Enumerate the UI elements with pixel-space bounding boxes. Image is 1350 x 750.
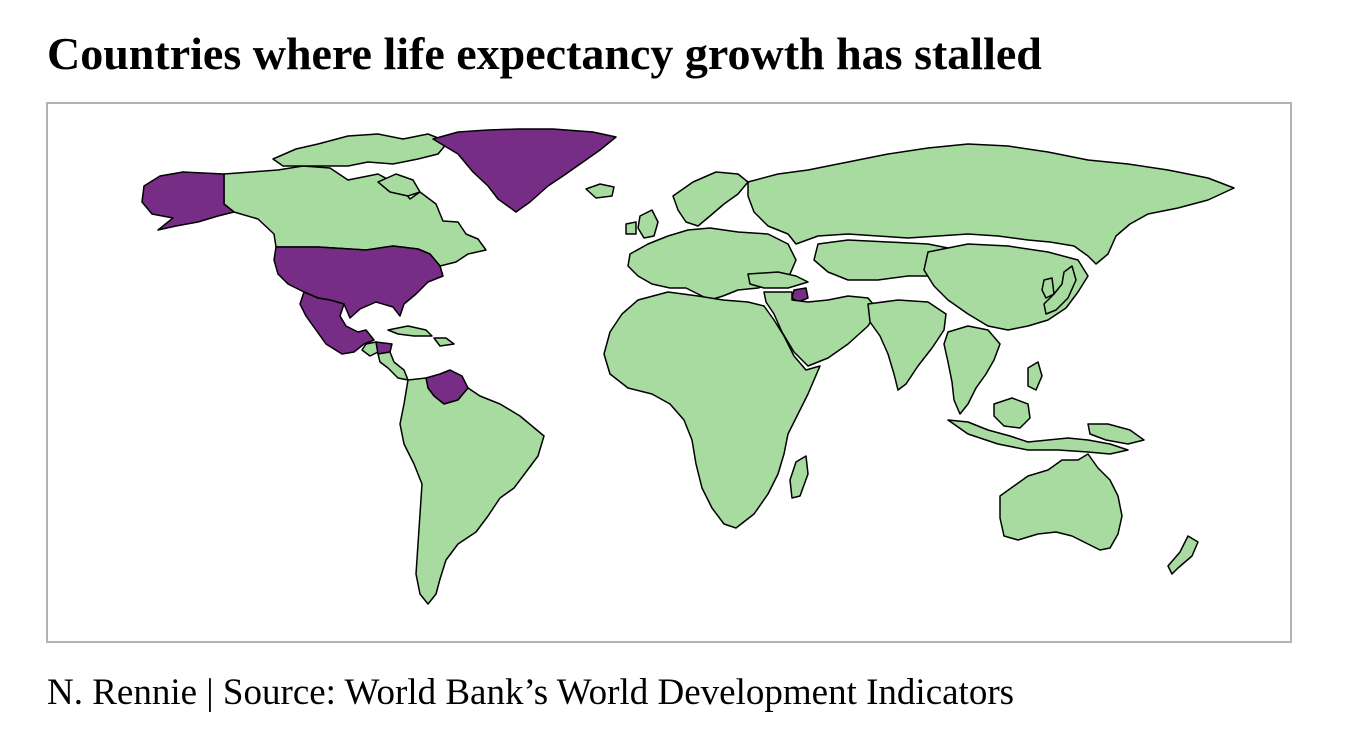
country-madagascar [789, 455, 809, 499]
country-mexico [299, 291, 375, 355]
country-turkey [747, 271, 809, 289]
country-middle-east [763, 291, 879, 367]
country-iceland [585, 183, 615, 199]
country-indonesia [947, 419, 1129, 455]
country-canada [223, 165, 487, 267]
country-borneo [993, 397, 1031, 429]
country-shapes [141, 128, 1235, 605]
world-map-panel [46, 102, 1292, 643]
country-canada-islands [272, 133, 449, 167]
country-ireland [625, 221, 637, 235]
country-uk [637, 209, 659, 239]
country-nicaragua-panama [377, 351, 409, 381]
map-title: Countries where life expectancy growth h… [47, 28, 1042, 79]
source-caption: N. Rennie | Source: World Bank’s World D… [47, 672, 1015, 713]
country-hispaniola [433, 337, 455, 347]
country-baffin [377, 173, 421, 197]
country-united-states [273, 245, 444, 319]
country-alaska [141, 171, 235, 231]
country-africa [603, 291, 821, 529]
world-map [141, 128, 1235, 605]
country-india [867, 299, 947, 391]
country-south-america [399, 377, 545, 605]
country-philippines [1027, 361, 1043, 391]
country-greenland [432, 128, 617, 213]
country-japan [1043, 265, 1077, 315]
country-europe [627, 227, 797, 301]
country-scandinavia [672, 171, 749, 227]
country-png [1087, 423, 1145, 445]
country-guatemala [361, 341, 379, 357]
country-russia [747, 143, 1235, 265]
country-new-zealand [1167, 535, 1199, 575]
country-korea [1041, 277, 1055, 299]
country-cuba [387, 325, 433, 337]
country-australia [999, 453, 1123, 551]
country-southeast-asia [943, 325, 1001, 415]
